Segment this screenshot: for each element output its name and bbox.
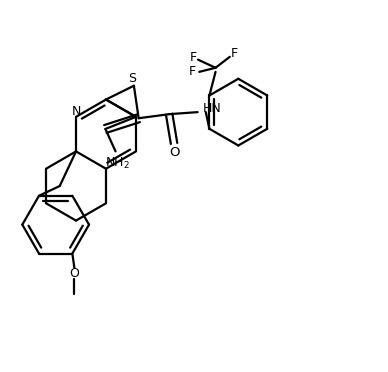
- Text: F: F: [190, 51, 197, 64]
- Text: F: F: [189, 65, 196, 78]
- Text: F: F: [230, 47, 237, 60]
- Text: NH$_2$: NH$_2$: [105, 156, 130, 171]
- Text: O: O: [69, 267, 79, 280]
- Text: N: N: [71, 105, 81, 118]
- Text: O: O: [169, 146, 179, 159]
- Text: S: S: [128, 72, 136, 85]
- Text: HN: HN: [203, 102, 221, 115]
